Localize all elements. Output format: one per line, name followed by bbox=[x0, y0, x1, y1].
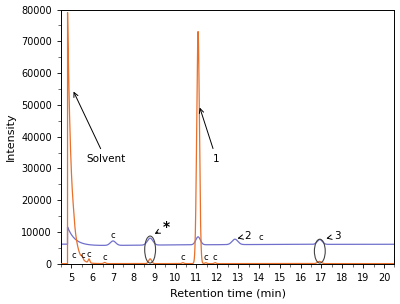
Text: *: * bbox=[156, 220, 170, 234]
Text: 3: 3 bbox=[327, 231, 341, 241]
Text: 1: 1 bbox=[199, 109, 220, 164]
Text: 2: 2 bbox=[238, 231, 251, 241]
Text: c: c bbox=[71, 251, 76, 260]
Text: c: c bbox=[80, 251, 85, 260]
Text: c: c bbox=[87, 250, 91, 259]
Text: c: c bbox=[102, 253, 107, 262]
X-axis label: Retention time (min): Retention time (min) bbox=[170, 288, 286, 299]
Text: c: c bbox=[213, 253, 218, 262]
Y-axis label: Intensity: Intensity bbox=[6, 112, 16, 161]
Text: Solvent: Solvent bbox=[74, 92, 125, 164]
Text: c: c bbox=[204, 253, 208, 262]
Text: c: c bbox=[111, 231, 115, 240]
Text: c: c bbox=[180, 253, 185, 262]
Text: c: c bbox=[259, 233, 263, 242]
